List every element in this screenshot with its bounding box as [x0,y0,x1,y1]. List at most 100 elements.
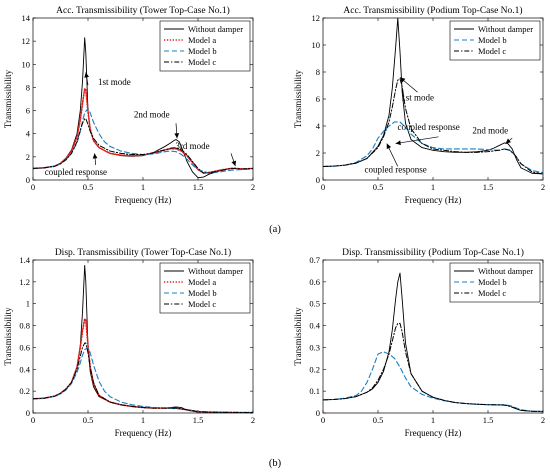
annotation-label: 2nd mode [472,125,508,135]
y-tick-label: 0.2 [309,364,320,374]
annotation-label: coupled response [397,122,459,132]
annotation-arrowhead [231,160,237,167]
chart-title: Disp. Transmissibility (Tower Top-Case N… [55,247,231,258]
annotation: coupled response [45,153,107,177]
y-tick-label: 0.4 [19,364,30,374]
x-tick-label: 2 [541,182,545,192]
chart-title: Acc. Transmissibility (Tower Top-Case No… [56,5,230,16]
x-tick-label: 0.5 [83,182,94,192]
y-tick-label: 0.7 [309,255,320,265]
x-tick-label: 1.5 [193,182,204,192]
annotation-label: 2nd mode [134,110,170,120]
y-tick-label: 0.5 [309,299,320,309]
y-tick-label: 6 [316,94,320,104]
series-line-model-c [323,78,543,175]
annotation: 1st mode [399,77,434,102]
annotation: 2nd mode [134,110,180,139]
y-tick-label: 10 [22,59,31,69]
y-tick-label: 1 [26,299,30,309]
y-tick-label: 4 [26,129,31,139]
chart-panel-4: Disp. Transmissibility (Podium Top-Case … [293,247,545,438]
series-line-model-c [323,322,543,412]
legend-label: Model a [188,277,216,287]
annotation-label: coupled response [45,167,107,177]
legend-label: Model b [478,35,507,45]
annotation-arrowhead [84,72,90,78]
x-tick-label: 1.5 [483,182,494,192]
y-tick-label: 2 [316,148,320,158]
y-tick-label: 0.6 [19,342,30,352]
y-tick-label: 0 [316,175,320,185]
x-tick-label: 0.5 [83,415,94,425]
annotation-arrowhead [395,140,401,146]
y-tick-label: 0 [26,408,30,418]
series-group [323,18,543,175]
y-tick-label: 1.4 [19,255,30,265]
annotation-arrow [395,136,439,144]
y-tick-label: 0.4 [309,321,320,331]
x-axis-label: Frequency (Hz) [115,195,172,205]
x-tick-label: 1 [141,182,145,192]
chart-title: Disp. Transmissibility (Podium Top-Case … [342,247,524,258]
y-tick-label: 0 [26,175,30,185]
legend-label: Without damper [188,266,243,276]
legend-label: Model c [188,299,216,309]
plot-frame [322,259,544,414]
y-tick-label: 0.2 [19,386,30,396]
x-tick-label: 0.5 [373,182,384,192]
annotation-label: 3rd mode [175,141,209,151]
x-tick-label: 1 [141,415,145,425]
x-tick-label: 0 [31,415,35,425]
y-axis-label: Transmissibility [3,69,13,128]
legend-label: Without damper [478,24,533,34]
annotation-label: coupled response [364,165,426,175]
y-tick-label: 0.1 [309,386,320,396]
y-tick-label: 2 [26,152,30,162]
y-tick-label: 12 [22,36,31,46]
series-line-model-a [33,87,253,174]
y-tick-label: 6 [26,106,30,116]
plot-frame [32,17,254,181]
y-axis-label: Transmissibility [293,307,303,366]
chart-panel-1: Acc. Transmissibility (Tower Top-Case No… [3,5,255,205]
y-tick-label: 1.2 [19,277,30,287]
legend-label: Without damper [188,24,243,34]
y-tick-label: 0.3 [309,342,320,352]
annotation-arrowhead [400,77,406,83]
x-tick-label: 2 [541,415,545,425]
x-tick-label: 1 [431,415,435,425]
legend-label: Model c [188,57,216,67]
series-line-model-c [33,342,253,413]
x-tick-label: 0 [31,182,35,192]
annotation: coupled response [395,122,460,146]
annotation-arrowhead [505,138,511,144]
series-line-model-b [33,346,253,413]
x-tick-label: 2 [251,182,255,192]
x-tick-label: 1.5 [193,415,204,425]
x-tick-label: 0 [321,415,325,425]
chart-title: Acc. Transmissibility (Podium Top-Case N… [343,5,522,16]
chart-panel-3: Disp. Transmissibility (Tower Top-Case N… [3,247,255,438]
annotation-arrowhead [174,133,180,139]
chart-panel-2: Acc. Transmissibility (Podium Top-Case N… [293,5,545,205]
annotation: 1st mode [84,72,131,87]
plot-frame [322,17,544,181]
annotation: 2nd mode [472,125,513,144]
y-tick-label: 8 [316,67,320,77]
x-tick-label: 2 [251,415,255,425]
legend-label: Model c [478,46,506,56]
series-line-model-b [323,121,543,174]
panel-label-a: (a) [269,224,281,235]
series-group [33,37,253,179]
series-line-model-a [33,318,253,413]
panel-label-b: (b) [269,458,282,469]
legend-label: Model a [188,35,216,45]
annotation-arrowhead [92,153,98,159]
y-tick-label: 4 [316,121,321,131]
y-tick-label: 0 [316,408,320,418]
